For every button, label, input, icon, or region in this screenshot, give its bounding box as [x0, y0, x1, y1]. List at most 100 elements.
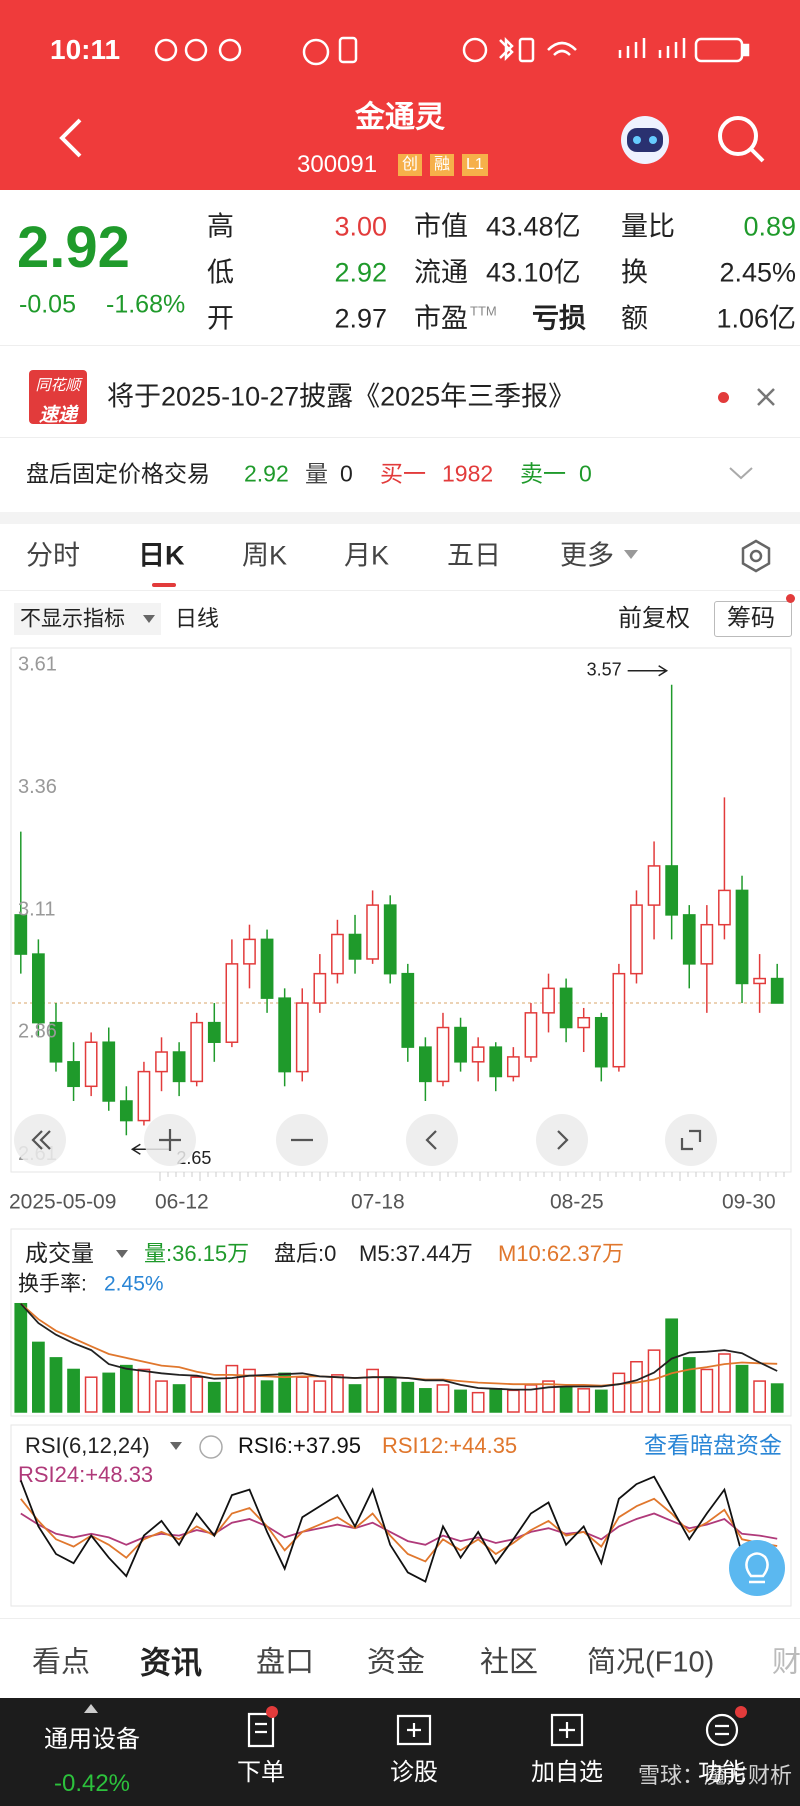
nav-button[interactable] — [536, 1114, 588, 1166]
rsi-line — [19, 1475, 778, 1583]
info-tab[interactable]: 财 — [772, 1646, 800, 1679]
volume-bar — [366, 1368, 379, 1413]
nav-item[interactable]: 加自选 — [531, 1759, 603, 1786]
candle-body — [506, 1056, 520, 1078]
info-tab[interactable]: 看点 — [32, 1646, 91, 1679]
volume-bar — [331, 1374, 344, 1413]
chips-button[interactable] — [714, 601, 792, 637]
field-label: 流通 — [414, 257, 468, 288]
nav-button[interactable] — [406, 1114, 458, 1166]
tab[interactable]: 周K — [242, 540, 288, 571]
candle-body — [612, 972, 626, 1068]
rsi-caret — [170, 1442, 182, 1450]
candle-body — [172, 1051, 186, 1083]
volume-bar — [718, 1353, 731, 1413]
chips-dot — [786, 594, 795, 603]
info-tab[interactable]: 简况(F10) — [587, 1646, 715, 1679]
tab[interactable]: 分时 — [26, 540, 80, 571]
candle-body — [471, 1046, 485, 1063]
field-label: 量比 — [621, 211, 675, 242]
help-icon[interactable] — [199, 1435, 223, 1459]
divider — [0, 1618, 800, 1619]
candle-body — [682, 914, 696, 965]
expand-icon[interactable] — [728, 465, 754, 481]
volume-title[interactable]: 成交量 — [25, 1240, 94, 1266]
field-value: 2.45% — [719, 257, 796, 288]
tab[interactable]: 日K — [138, 540, 185, 571]
x-tick-label: 07-18 — [351, 1191, 405, 1214]
volume-bar — [155, 1380, 168, 1413]
volume-ma-line — [20, 1303, 778, 1391]
volume-bar — [207, 1381, 221, 1413]
volume-bar — [682, 1357, 696, 1413]
low-arrowhead — [130, 1143, 141, 1155]
nav-button-icon — [557, 1130, 569, 1150]
sector[interactable]: 通用设备 — [44, 1726, 140, 1753]
chips-text[interactable]: 筹码 — [727, 605, 775, 632]
turnover-label: 换手率: — [18, 1273, 87, 1296]
candle-body — [243, 938, 256, 965]
notice-text[interactable]: 将于2025-10-27披露《2025年三季报》 — [107, 381, 576, 412]
info-tab[interactable]: 社区 — [480, 1646, 539, 1679]
candle-body — [295, 1002, 309, 1073]
settings-icon[interactable] — [738, 538, 774, 574]
info-tab[interactable]: 盘口 — [256, 1646, 315, 1679]
high-arrowhead — [658, 665, 669, 677]
nav-item[interactable]: 下单 — [237, 1759, 285, 1786]
close-icon[interactable] — [756, 387, 776, 407]
tab[interactable]: 更多 — [560, 540, 614, 571]
nav-button[interactable] — [665, 1114, 717, 1166]
kline-frame — [10, 647, 792, 1173]
candle-body — [207, 1021, 221, 1043]
volume-ma-line — [20, 1303, 778, 1387]
tab[interactable]: 月K — [344, 540, 390, 571]
volume-bar — [454, 1389, 467, 1413]
y-tick-label: 3.36 — [18, 776, 57, 798]
volume-bar — [295, 1376, 309, 1413]
candle-body — [383, 904, 397, 975]
divider — [0, 345, 800, 346]
volume-caret — [116, 1250, 128, 1258]
volume-bar — [577, 1388, 591, 1413]
stock-tag: 融 — [430, 154, 455, 176]
field-label: 高 — [207, 211, 234, 242]
info-tab[interactable]: 资金 — [367, 1646, 426, 1679]
candle-body — [753, 977, 766, 985]
nav-item[interactable]: 功能 — [698, 1759, 746, 1786]
volume-text: 量:36.15万 — [144, 1241, 249, 1266]
ah-vol-label: 量 — [305, 460, 328, 487]
volume-bar — [594, 1389, 608, 1413]
volume-bar — [243, 1368, 256, 1413]
indicator-select[interactable] — [14, 603, 161, 635]
volume-bar — [67, 1368, 80, 1413]
volume-bar — [84, 1376, 98, 1413]
change-pct: -1.68% — [106, 290, 186, 319]
rsi-link[interactable]: 查看暗盘资金 — [644, 1432, 782, 1458]
notice-badge: 同花顺 速递 — [29, 370, 87, 424]
x-tick-label: 2025-05-09 — [9, 1191, 116, 1214]
candle-body — [718, 889, 731, 926]
adjust[interactable]: 前复权 — [618, 605, 690, 632]
info-tab[interactable]: 资讯 — [140, 1645, 202, 1681]
badge-bottom: 速递 — [38, 405, 77, 424]
volume-bar — [612, 1372, 626, 1413]
candle-body — [225, 963, 239, 1043]
watermark: 雪球：魔方财析 — [637, 1763, 792, 1788]
field-label: 市值 — [414, 211, 468, 242]
candle-body — [119, 1100, 133, 1122]
assistant-button[interactable] — [729, 1540, 785, 1596]
volume-bar — [32, 1341, 45, 1413]
candle-body — [137, 1070, 151, 1122]
indicator-text[interactable]: 不显示指标 — [20, 607, 125, 631]
candle-body — [260, 938, 274, 999]
candle-body — [102, 1041, 116, 1102]
candle-body — [401, 972, 415, 1048]
candle-body — [84, 1041, 98, 1088]
rsi-title[interactable]: RSI(6,12,24) — [25, 1433, 150, 1458]
volume-bar — [665, 1318, 679, 1413]
nav-item[interactable]: 诊股 — [390, 1759, 438, 1786]
tab[interactable]: 五日 — [447, 540, 501, 571]
field-sup: TTM — [470, 303, 497, 319]
volume-bar — [542, 1380, 555, 1413]
